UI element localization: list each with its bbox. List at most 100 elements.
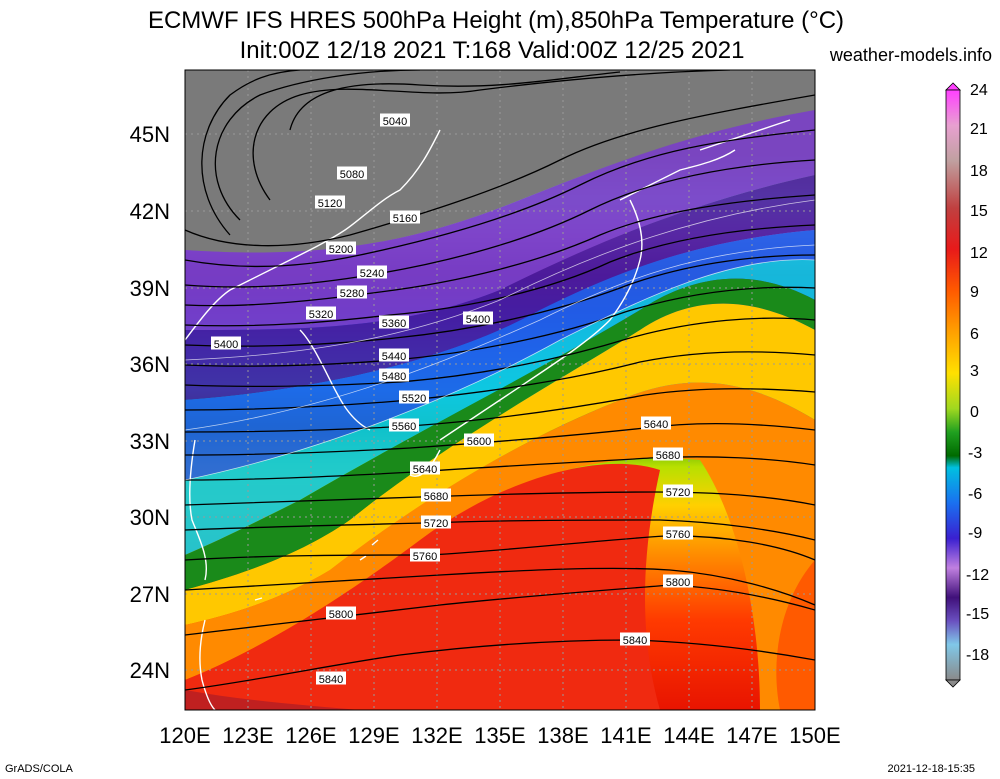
contour-label: 5080 <box>340 169 364 181</box>
colorbar-label: -3 <box>968 445 982 462</box>
colorbar-label: 18 <box>970 163 988 180</box>
title-line-2: Init:00Z 12/18 2021 T:168 Valid:00Z 12/2… <box>239 37 745 64</box>
contour-label-box <box>337 285 367 299</box>
contour-label-box <box>463 311 493 325</box>
contour-label: 5800 <box>666 577 690 589</box>
lon-label-144e: 144E <box>663 723 714 748</box>
contour-label: 5200 <box>329 244 353 256</box>
colorbar-label: 12 <box>970 245 988 262</box>
colorbar-label: -18 <box>966 647 989 664</box>
lon-label-135e: 135E <box>474 723 525 748</box>
contour-label-box <box>399 390 429 404</box>
contour-label-box <box>326 606 356 620</box>
lat-label-30n: 30N <box>130 505 170 530</box>
colorbar-label: 24 <box>970 82 988 99</box>
contour-label-box <box>663 484 693 498</box>
contour-label-box <box>211 336 241 350</box>
contour-label-box <box>620 632 650 646</box>
colorbar-label: -15 <box>966 606 989 623</box>
contour-label: 5720 <box>424 518 448 530</box>
contour-label: 5840 <box>319 674 343 686</box>
colorbar-label: 9 <box>970 284 979 301</box>
contour-label: 5440 <box>382 351 406 363</box>
lon-label-132e: 132E <box>411 723 462 748</box>
contour-label-box <box>410 548 440 562</box>
contour-label-box <box>410 461 440 475</box>
lon-label-138e: 138E <box>537 723 588 748</box>
colorbar-label: 6 <box>970 326 979 343</box>
contour-label-box <box>380 113 410 127</box>
contour-label: 5480 <box>382 371 406 383</box>
contour-label-box <box>315 195 345 209</box>
lat-label-42n: 42N <box>130 199 170 224</box>
contour-label: 5160 <box>393 213 417 225</box>
contour-label: 5120 <box>318 198 342 210</box>
lat-labels: 45N 42N 39N 36N 33N 30N 27N 24N <box>130 122 170 683</box>
contour-label: 5320 <box>309 309 333 321</box>
footer-timestamp: 2021-12-18-15:35 <box>887 763 975 775</box>
contour-label-box <box>379 368 409 382</box>
lon-labels: 120E 123E 126E 129E 132E 135E 138E 141E … <box>159 723 840 748</box>
contour-label-box <box>337 166 367 180</box>
lat-label-24n: 24N <box>130 658 170 683</box>
lon-label-129e: 129E <box>348 723 399 748</box>
lon-label-147e: 147E <box>726 723 777 748</box>
contour-label: 5360 <box>382 318 406 330</box>
contour-label-box <box>663 574 693 588</box>
contour-label: 5040 <box>383 116 407 128</box>
colorbar-label: 15 <box>970 203 988 220</box>
contour-label-box <box>421 488 451 502</box>
title-line-1: ECMWF IFS HRES 500hPa Height (m),850hPa … <box>147 7 845 34</box>
contour-label-box <box>390 210 420 224</box>
contour-label: 5240 <box>360 268 384 280</box>
lat-label-45n: 45N <box>130 122 170 147</box>
site-credit: weather-models.info <box>829 45 992 65</box>
contour-label: 5840 <box>623 635 647 647</box>
contour-label: 5760 <box>666 529 690 541</box>
contour-label: 5600 <box>467 436 491 448</box>
contour-label-box <box>306 306 336 320</box>
contour-label-box <box>326 241 356 255</box>
contour-label: 5280 <box>340 288 364 300</box>
lat-label-39n: 39N <box>130 276 170 301</box>
contour-label: 5520 <box>402 393 426 405</box>
lat-label-33n: 33N <box>130 429 170 454</box>
footer-software: GrADS/COLA <box>5 763 73 775</box>
lon-label-150e: 150E <box>789 723 840 748</box>
contour-label-box <box>663 526 693 540</box>
contour-label: 5640 <box>413 464 437 476</box>
contour-label-box <box>316 671 346 685</box>
plot-frame <box>184 69 816 711</box>
contour-label: 5560 <box>392 421 416 433</box>
temperature-field <box>185 70 815 710</box>
contour-label: 5800 <box>329 609 353 621</box>
lon-label-126e: 126E <box>285 723 336 748</box>
contour-label: 5400 <box>214 339 238 351</box>
lat-label-36n: 36N <box>130 352 170 377</box>
lat-label-27n: 27N <box>130 582 170 607</box>
contour-label-box <box>464 433 494 447</box>
colorbar-label: -9 <box>968 525 982 542</box>
contour-label: 5760 <box>413 551 437 563</box>
contour-label-box <box>421 515 451 529</box>
colorbar-label: 21 <box>970 121 988 138</box>
colorbar-label: 3 <box>970 363 979 380</box>
colorbar <box>945 82 961 688</box>
contour-label: 5680 <box>424 491 448 503</box>
lon-label-123e: 123E <box>222 723 273 748</box>
height-contours <box>185 70 815 691</box>
colorbar-labels: 24 21 18 15 12 9 6 3 0 -3 -6 -9 -12 -15 … <box>966 82 989 664</box>
contour-label-box <box>389 418 419 432</box>
lon-label-120e: 120E <box>159 723 210 748</box>
contour-label-box <box>653 447 683 461</box>
contour-label: 5640 <box>644 419 668 431</box>
colorbar-label: -12 <box>966 567 989 584</box>
contour-label: 5400 <box>466 314 490 326</box>
contour-labels: 5040 5080 5120 5160 5200 5240 5280 5320 5360 5400… <box>211 113 693 686</box>
contour-label-box <box>357 265 387 279</box>
contour-label: 5680 <box>656 450 680 462</box>
contour-label-box <box>379 348 409 362</box>
contour-label-box <box>641 416 671 430</box>
contour-label-box <box>379 315 409 329</box>
